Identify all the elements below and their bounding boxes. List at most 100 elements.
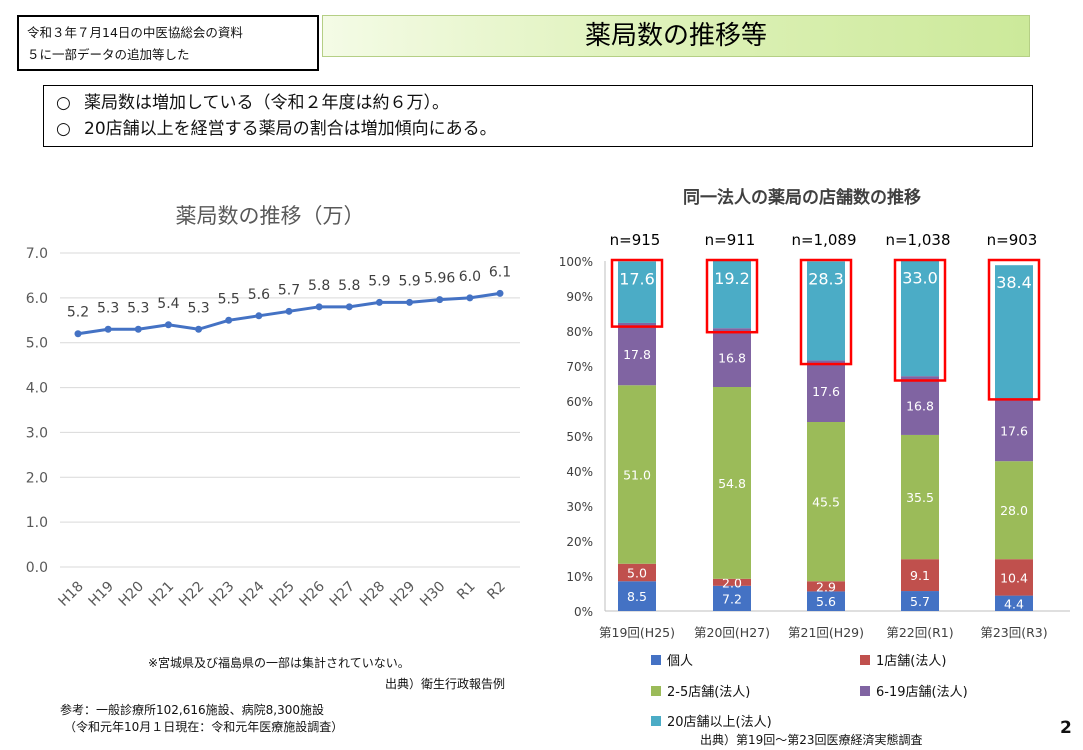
- bar-segment: [807, 360, 845, 422]
- data-point: [134, 325, 142, 333]
- data-point: [164, 321, 172, 329]
- sample-size-label: n=915: [610, 231, 661, 249]
- legend-label: 6-19店舗(法人): [876, 685, 968, 700]
- bar-segment: [618, 385, 656, 564]
- data-point: [496, 289, 504, 297]
- x-tick-label: H19: [86, 579, 117, 610]
- reference-line-1: 参考：一般診療所102,616施設、病院8,300施設: [60, 703, 324, 717]
- bar-value-label: 16.8: [718, 351, 746, 366]
- line-chart-title: 薬局数の推移（万）: [176, 204, 365, 228]
- reference-line-2: （令和元年10月１日現在：令和元年医療施設調査）: [64, 720, 344, 734]
- y-tick-label: 20%: [566, 535, 593, 549]
- bar-value-label: 54.8: [718, 476, 746, 491]
- y-tick-label: 80%: [566, 325, 593, 339]
- bar-value-label: 17.8: [623, 347, 651, 362]
- data-point: [436, 296, 444, 304]
- bar-segment: [995, 595, 1033, 611]
- x-tick-label: 第22回(R1): [886, 625, 953, 640]
- bar-segment: [995, 461, 1033, 560]
- data-point: [315, 303, 323, 311]
- x-tick-label: H29: [387, 579, 418, 610]
- x-tick-label: H25: [266, 579, 297, 610]
- data-point: [375, 298, 383, 306]
- data-label: 5.9: [398, 273, 420, 289]
- bar-value-label: 5.6: [816, 594, 836, 609]
- x-tick-label: R1: [454, 579, 478, 603]
- data-point: [406, 298, 414, 306]
- sample-size-label: n=903: [987, 231, 1038, 249]
- sample-size-label: n=1,089: [791, 231, 856, 249]
- data-label: 5.3: [127, 300, 149, 316]
- legend-item: 1店舗(法人): [860, 650, 946, 669]
- data-label: 5.7: [278, 282, 300, 298]
- summary-line-2: ○ 20店舗以上を経営する薬局の割合は増加傾向にある。: [56, 116, 1020, 142]
- bar-value-label: 9.1: [910, 568, 930, 583]
- legend-item: 20店舗以上(法人): [651, 711, 772, 730]
- y-tick-label: 0%: [574, 605, 593, 619]
- y-tick-label: 2.0: [26, 470, 48, 486]
- bar-value-label: 17.6: [812, 384, 840, 399]
- data-point: [74, 330, 82, 338]
- y-tick-label: 40%: [566, 465, 593, 479]
- bar-value-label: 28.0: [1000, 503, 1028, 518]
- bar-segment: [713, 585, 751, 611]
- data-point: [285, 307, 293, 315]
- legend-swatch: [860, 685, 870, 696]
- highlight-box: [705, 258, 759, 334]
- bar-segment: [713, 578, 751, 586]
- x-tick-label: H24: [236, 578, 267, 609]
- bar-value-label: 7.2: [722, 591, 742, 606]
- highlight-box: [893, 258, 947, 382]
- y-tick-label: 70%: [566, 360, 593, 374]
- x-tick-label: H21: [146, 579, 177, 610]
- exclusion-footnote: ※宮城県及び福島県の一部は集計されていない。: [148, 656, 410, 670]
- bar-segment: [995, 265, 1033, 400]
- highlight-box: [799, 258, 853, 366]
- bar-segment: [713, 328, 751, 387]
- bar-segment: [807, 591, 845, 611]
- bar-segment: [995, 559, 1033, 596]
- bar-segment: [713, 261, 751, 329]
- store-count-stacked-bar-chart: 同一法人の薬局の店舗数の推移 0% 10% 20% 30% 40% 50% 60% 70% 80%…: [559, 187, 1070, 640]
- y-tick-label: 7.0: [26, 246, 48, 262]
- y-tick-label: 10%: [566, 570, 593, 584]
- data-label: 5.8: [308, 278, 330, 294]
- legend-label: 2-5店舗(法人): [667, 685, 751, 700]
- data-label: 5.3: [187, 300, 209, 316]
- x-tick-label: H23: [206, 579, 237, 610]
- page-title: 薬局数の推移等: [584, 21, 767, 51]
- y-tick-label: 60%: [566, 395, 593, 409]
- summary-box: ○ 薬局数は増加している（令和２年度は約６万）。 ○ 20店舗以上を経営する薬局の割…: [43, 85, 1033, 147]
- x-tick-label: 第21回(H29): [788, 625, 864, 640]
- bar-value-label: 38.4: [996, 273, 1032, 292]
- bar-value-label: 8.5: [627, 589, 647, 604]
- bar-segment: [807, 581, 845, 592]
- bar-value-label: 28.3: [808, 269, 844, 288]
- pharmacy-count-line-chart: 薬局数の推移（万） 0.0 1.0 2.0 3.0 4.0 5.0 6.0 7.0 5.2 5.3 5…: [26, 204, 520, 610]
- bar-value-label: 5.0: [627, 566, 647, 581]
- summary-text-2: 20店舗以上を経営する薬局の割合は増加傾向にある。: [84, 119, 497, 139]
- data-label: 5.9: [368, 273, 390, 289]
- sample-size-label: n=911: [705, 231, 756, 249]
- bar-value-label: 4.4: [1004, 596, 1024, 611]
- bar-segment: [618, 261, 656, 323]
- x-tick-label: H28: [357, 579, 388, 610]
- y-tick-label: 50%: [566, 430, 593, 444]
- source-note-line-2: ５に一部データの追加等した: [27, 47, 190, 62]
- bar-segment: [807, 261, 845, 361]
- x-tick-label: H30: [417, 579, 448, 610]
- bullet-circle-icon: ○: [56, 119, 71, 139]
- legend-label: 個人: [667, 654, 694, 669]
- bullet-circle-icon: ○: [56, 93, 71, 113]
- y-tick-label: 30%: [566, 500, 593, 514]
- bar-chart-title: 同一法人の薬局の店舗数の推移: [683, 187, 921, 208]
- bar-segment: [807, 422, 845, 582]
- data-point: [195, 325, 203, 333]
- source-note-box: 令和３年７月14日の中医協総会の資料 ５に一部データの追加等した: [17, 15, 319, 71]
- data-point: [466, 294, 474, 302]
- y-tick-label: 0.0: [26, 560, 48, 576]
- y-tick-label: 6.0: [26, 291, 48, 307]
- legend-item: 6-19店舗(法人): [860, 681, 968, 700]
- left-chart-source: 出典）衛生行政報告例: [385, 677, 506, 691]
- highlight-box: [610, 258, 664, 328]
